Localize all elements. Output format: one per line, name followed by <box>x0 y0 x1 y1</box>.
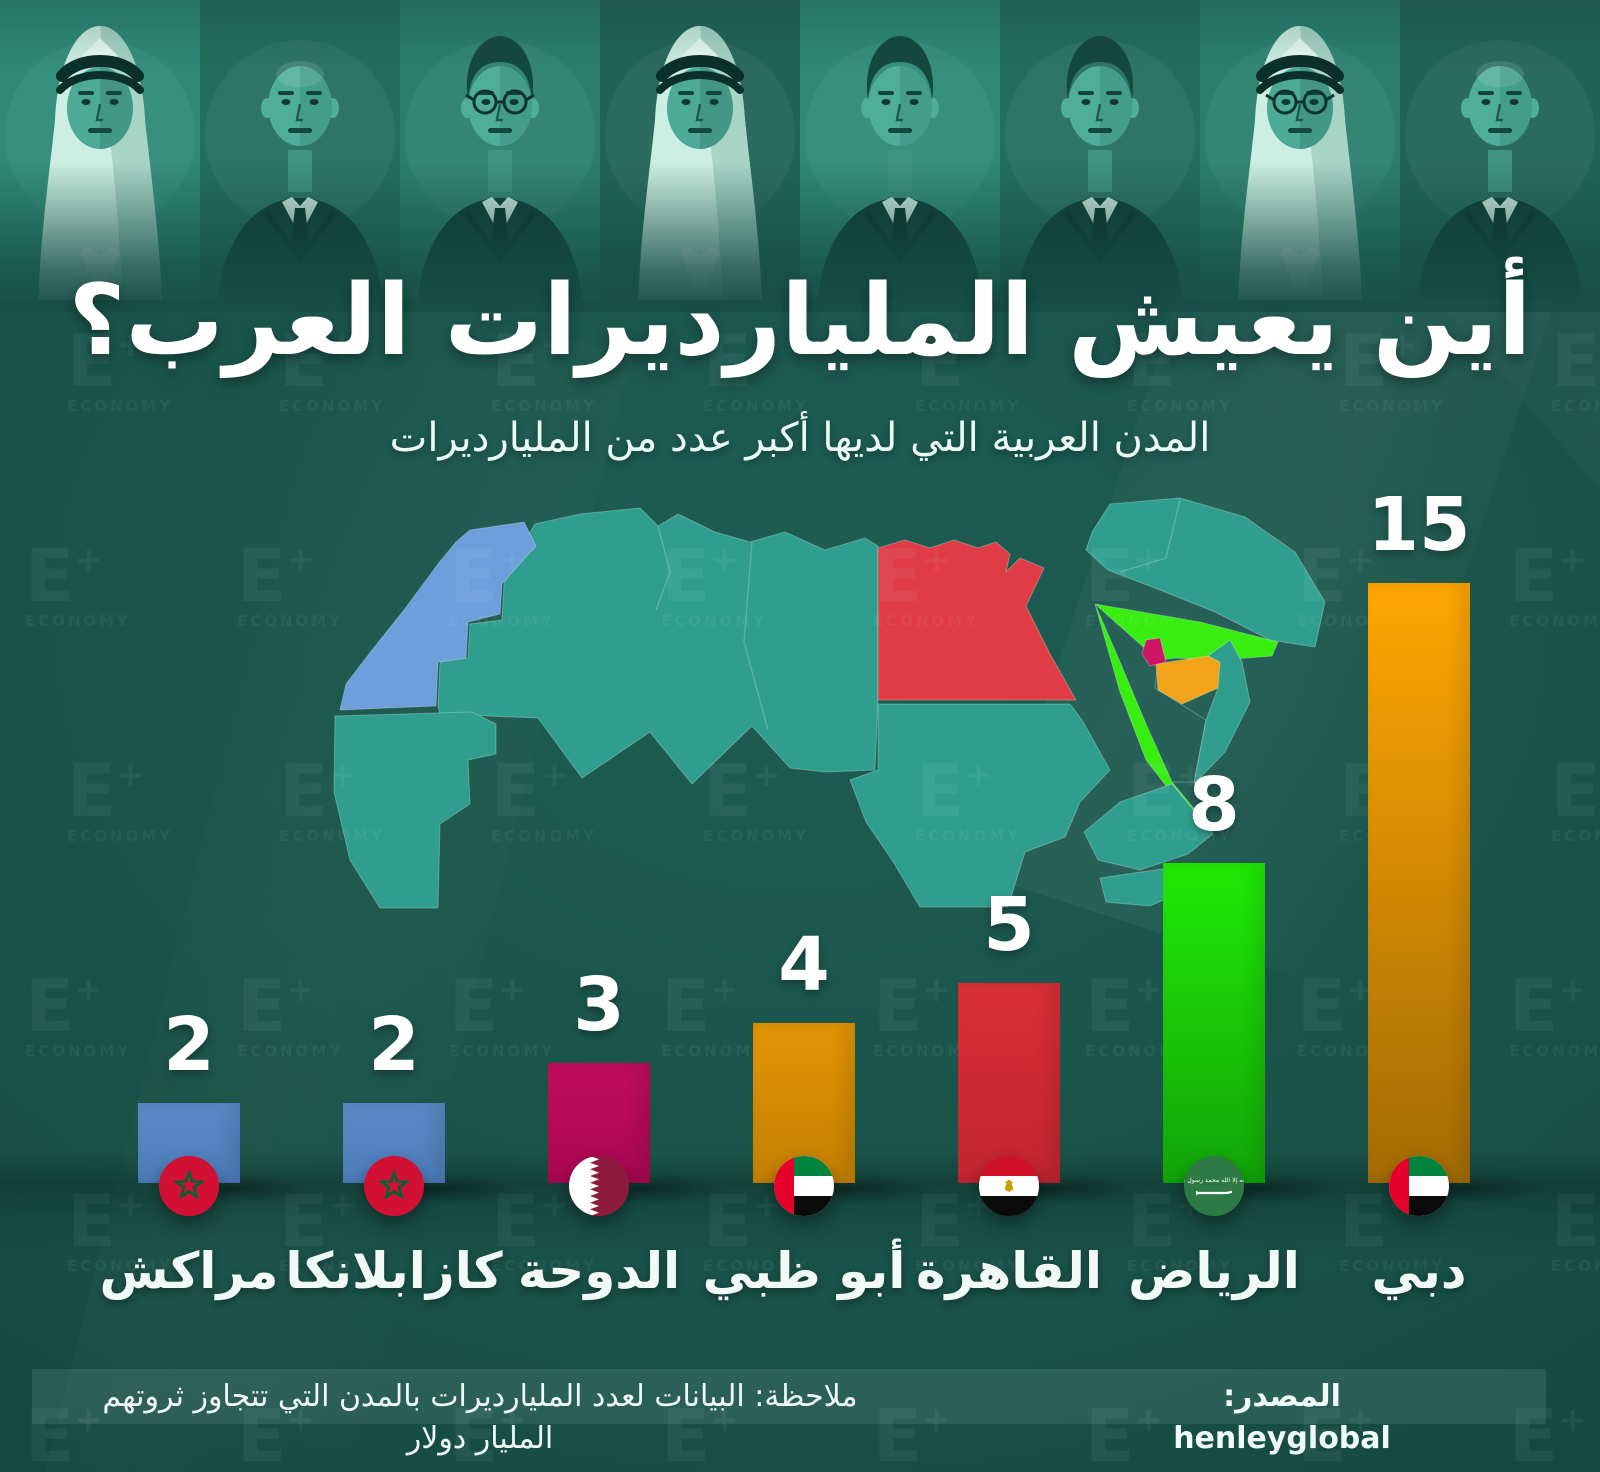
qatar-flag-icon <box>569 1156 629 1216</box>
page-title: أين يعيش المليارديرات العرب؟ <box>68 264 1532 378</box>
bar-value-label: 15 <box>1367 482 1471 568</box>
bar-city-label: دبي <box>1371 1242 1467 1300</box>
svg-text:لا إله إلا الله محمد رسول الله: لا إله إلا الله محمد رسول الله <box>1184 1177 1244 1184</box>
bar-city-label: الرياض <box>1128 1242 1300 1300</box>
uae-flag-icon <box>1389 1156 1449 1216</box>
bar-value-label: 5 <box>983 882 1035 968</box>
morocco-flag-icon <box>159 1156 219 1216</box>
bar-city-label: مراكش <box>99 1242 279 1300</box>
bar-egypt-5 <box>958 983 1060 1183</box>
source-value: henleyglobal <box>1173 1421 1391 1456</box>
uae-flag-icon <box>774 1156 834 1216</box>
egypt-flag-icon <box>979 1156 1039 1216</box>
morocco-flag-icon <box>364 1156 424 1216</box>
footer-band <box>32 1369 1546 1424</box>
footer-source: المصدر: henleyglobal <box>1132 1376 1432 1460</box>
bar-value-label: 2 <box>163 1002 215 1088</box>
saudi-flag-icon: لا إله إلا الله محمد رسول الله <box>1184 1156 1244 1216</box>
bar-city-label: الدوحة <box>517 1242 681 1300</box>
bar-saudi-8 <box>1163 863 1265 1183</box>
arab-world-map-svg <box>333 497 1326 909</box>
page-subtitle: المدن العربية التي لديها أكبر عدد من الم… <box>389 415 1211 461</box>
source-label: المصدر: <box>1223 1379 1341 1414</box>
bar-city-label: القاهرة <box>916 1242 1102 1300</box>
bar-city-label: كازابلانكا <box>285 1242 503 1300</box>
bar-value-label: 8 <box>1188 762 1240 848</box>
map-country-borders <box>655 499 1181 731</box>
bar-value-label: 3 <box>573 962 625 1048</box>
bar-city-label: أبو ظبي <box>702 1242 906 1300</box>
footer-note: ملاحظة: البيانات لعدد المليارديرات بالمد… <box>102 1379 858 1456</box>
bar-uae-15 <box>1368 583 1470 1183</box>
bar-value-label: 2 <box>368 1002 420 1088</box>
arab-world-map <box>320 492 1340 912</box>
bar-value-label: 4 <box>778 922 830 1008</box>
